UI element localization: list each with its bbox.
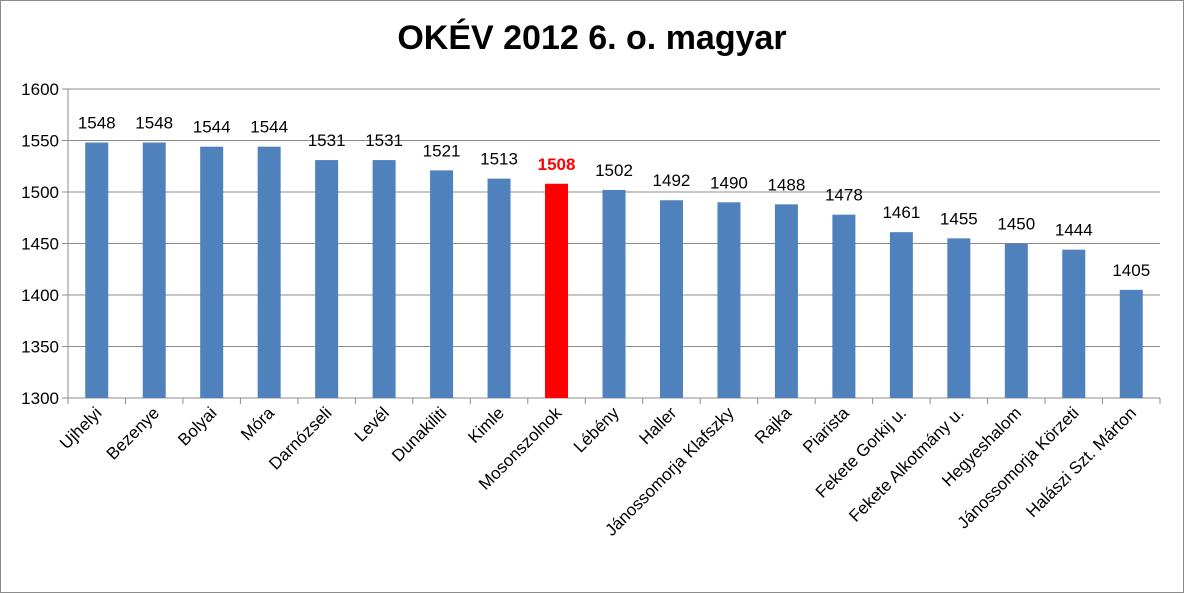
data-label: 1461 bbox=[882, 203, 920, 222]
data-label: 1405 bbox=[1112, 261, 1150, 280]
bar bbox=[487, 178, 511, 398]
bar bbox=[717, 202, 741, 398]
x-tick-label: Piarista bbox=[799, 403, 853, 457]
data-label: 1548 bbox=[78, 114, 116, 133]
data-label: 1544 bbox=[193, 118, 231, 137]
bar bbox=[659, 200, 683, 398]
x-tick-label: Kimle bbox=[464, 403, 507, 446]
bar bbox=[257, 146, 281, 398]
data-label: 1513 bbox=[480, 150, 518, 169]
data-label: 1490 bbox=[710, 173, 748, 192]
x-tick-label: Levél bbox=[351, 403, 393, 445]
data-label: 1508 bbox=[538, 155, 576, 174]
bar bbox=[430, 170, 454, 398]
y-tick-label: 1300 bbox=[21, 389, 59, 408]
data-label: 1492 bbox=[653, 171, 691, 190]
x-tick-label: Bolyai bbox=[174, 403, 220, 449]
data-label: 1488 bbox=[768, 175, 806, 194]
bar bbox=[1119, 289, 1143, 398]
bar bbox=[545, 183, 569, 398]
bar bbox=[315, 160, 339, 398]
data-label: 1455 bbox=[940, 209, 978, 228]
x-tick-label: Halászi Szt. Márton bbox=[1022, 403, 1140, 521]
data-label: 1450 bbox=[997, 215, 1035, 234]
bar bbox=[947, 238, 971, 398]
x-tick-label: Ujhelyi bbox=[56, 403, 106, 453]
x-tick-label: Darnózseli bbox=[265, 403, 335, 473]
y-tick-label: 1400 bbox=[21, 286, 59, 305]
x-tick-label: Dunakiliti bbox=[388, 403, 450, 465]
bar bbox=[774, 204, 798, 398]
data-label: 1531 bbox=[308, 131, 346, 150]
bar bbox=[142, 142, 166, 398]
x-tick-label: Móra bbox=[237, 403, 278, 444]
bars bbox=[85, 142, 1143, 398]
x-tick-label: Bezenye bbox=[103, 403, 163, 463]
bar bbox=[1004, 243, 1028, 398]
data-label: 1521 bbox=[423, 141, 461, 160]
bar bbox=[372, 160, 396, 398]
y-tick-label: 1500 bbox=[21, 183, 59, 202]
data-label: 1531 bbox=[365, 131, 403, 150]
data-label: 1502 bbox=[595, 161, 633, 180]
x-tick-label: Haller bbox=[635, 403, 680, 448]
chart-title: OKÉV 2012 6. o. magyar bbox=[397, 19, 787, 57]
bar bbox=[1062, 249, 1086, 398]
y-tick-label: 1450 bbox=[21, 235, 59, 254]
x-tick-label: Rajka bbox=[751, 403, 796, 448]
data-label: 1548 bbox=[135, 114, 173, 133]
bar bbox=[85, 142, 109, 398]
y-tick-label: 1550 bbox=[21, 132, 59, 151]
bar bbox=[889, 232, 913, 398]
axes: 1300 1350 1400 1450 1500 1550 1600 bbox=[21, 80, 1161, 408]
y-tick-label: 1350 bbox=[21, 338, 59, 357]
bar bbox=[832, 214, 856, 398]
data-label: 1478 bbox=[825, 186, 863, 205]
bar bbox=[602, 189, 626, 398]
y-tick-label: 1600 bbox=[21, 80, 59, 99]
data-labels: 1548 1548 1544 1544 1531 1531 1521 1513 1508 1502… bbox=[78, 114, 1150, 280]
x-tick-label: Lébény bbox=[570, 403, 623, 456]
bar bbox=[200, 146, 224, 398]
data-label: 1544 bbox=[250, 118, 288, 137]
data-label: 1444 bbox=[1055, 221, 1093, 240]
